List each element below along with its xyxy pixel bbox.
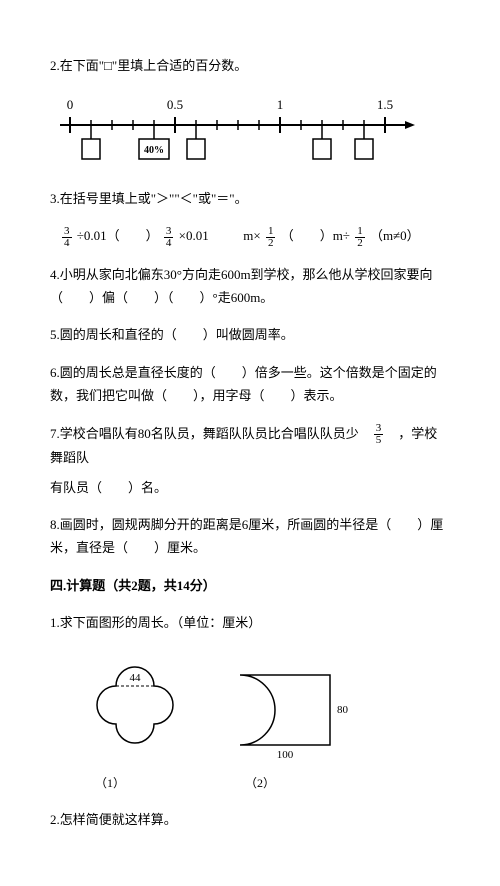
section4-title: 四.计算题（共2题，共14分）	[50, 574, 450, 597]
q4: 4.小明从家向北偏东30°方向走600m到学校，那么他从学校回家要向（ ）偏（ …	[50, 263, 450, 310]
svg-text:0.5: 0.5	[167, 97, 183, 112]
q3b-tail: （m≠0）	[370, 228, 420, 243]
svg-text:1.5: 1.5	[377, 97, 393, 112]
frac-1-2b: 12	[355, 226, 365, 249]
q3: 3.在括号里填上或"＞""＜"或"＝"。 34 ÷0.01（ ） 34 ×0.0…	[50, 187, 450, 249]
q3a-op: ÷0.01（ ）	[77, 228, 159, 243]
svg-text:44: 44	[130, 672, 142, 684]
q7-line2: 有队员（ ）名。	[50, 476, 450, 499]
frac-3-4: 34	[62, 226, 72, 249]
c2: 2.怎样简便就这样算。	[50, 808, 450, 831]
c1: 1.求下面图形的周长。（单位：厘米） 44 （1） 80 100 （2）	[50, 611, 450, 794]
svg-text:40%: 40%	[144, 145, 164, 156]
frac-3-5: 35	[374, 423, 384, 446]
fig1-quatrefoil: 44	[80, 650, 190, 760]
q6: 6.圆的周长总是直径长度的（ ）倍多一些。这个倍数是个固定的数，我们把它叫做（ …	[50, 361, 450, 408]
q2-text: 2.在下面"□"里填上合适的百分数。	[50, 54, 450, 77]
fig1-wrap: 44 （1）	[80, 650, 190, 795]
fig2-wrap: 80 100 （2）	[230, 665, 350, 795]
c1-figures: 44 （1） 80 100 （2）	[80, 650, 450, 795]
svg-text:100: 100	[277, 749, 294, 760]
number-line: 0 0.5 1 1.5 40%	[50, 95, 450, 172]
fig1-caption: （1）	[95, 773, 190, 795]
q3-text: 3.在括号里填上或"＞""＜"或"＝"。	[50, 187, 450, 210]
q5: 5.圆的周长和直径的（ ）叫做圆周率。	[50, 323, 450, 346]
q3-expressions: 34 ÷0.01（ ） 34 ×0.01 m× 12 （ ）m÷ 12 （m≠0…	[60, 224, 450, 249]
q8: 8.画圆时，圆规两脚分开的距离是6厘米，所画圆的半径是（ ）厘米，直径是（ ）厘…	[50, 513, 450, 560]
q3a-tail: ×0.01	[179, 228, 209, 243]
q2: 2.在下面"□"里填上合适的百分数。	[50, 54, 450, 173]
svg-text:0: 0	[67, 97, 74, 112]
fig2-caption: （2）	[245, 773, 350, 795]
q7-pre: 7.学校合唱队有80名队员，舞蹈队队员比合唱队队员少	[50, 426, 359, 441]
q3b-lhs: m×	[243, 228, 260, 243]
q3b-mid: （ ）m÷	[281, 228, 350, 243]
frac-1-2a: 12	[266, 226, 276, 249]
q7: 7.学校合唱队有80名队员，舞蹈队队员比合唱队队员少 35 ，学校舞蹈队 有队员…	[50, 422, 450, 499]
svg-text:1: 1	[277, 97, 284, 112]
c1-text: 1.求下面图形的周长。（单位：厘米）	[50, 611, 450, 634]
frac-3-4b: 34	[164, 226, 174, 249]
fig2-rect-arc: 80 100	[230, 665, 350, 760]
svg-text:80: 80	[337, 704, 349, 716]
